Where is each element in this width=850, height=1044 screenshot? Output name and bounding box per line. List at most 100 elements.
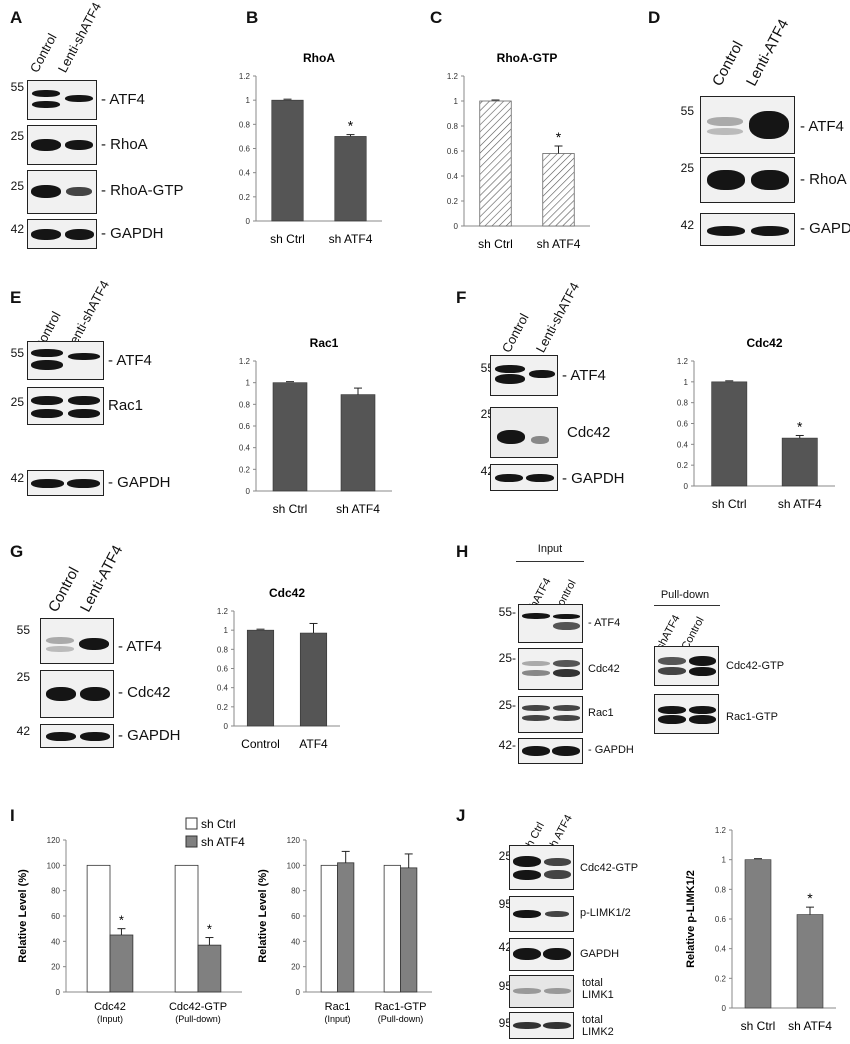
protein-label: - RhoA (800, 171, 847, 188)
y-tick-label: 0.2 (217, 703, 229, 712)
bar (109, 934, 134, 993)
y-tick-label: 1.2 (217, 607, 229, 616)
pulldown-header: Pull-down (660, 589, 710, 601)
mw-marker: 25- (498, 651, 516, 665)
western-blot-total-limk2 (509, 1012, 574, 1039)
x-subcategory-label: (Input) (324, 1014, 350, 1024)
chart-title: Cdc42 (269, 586, 305, 600)
y-tick-label: 20 (51, 963, 60, 972)
y-tick-label: 0.8 (715, 885, 727, 894)
x-subcategory-label: (Pull-down) (175, 1014, 221, 1024)
protein-label: total LIMK1 (582, 977, 614, 1001)
mw-marker: 25- (498, 698, 516, 712)
mw-marker: 42 (16, 724, 30, 738)
y-tick-label: 0.4 (239, 169, 251, 178)
y-tick-label: 0.8 (447, 122, 459, 131)
significance-marker: * (119, 913, 124, 928)
western-blot-cdc42 (490, 407, 558, 458)
x-category-label: sh ATF4 (336, 502, 380, 516)
y-tick-label: 40 (291, 937, 300, 946)
x-category-label: ATF4 (299, 737, 328, 751)
y-tick-label: 1.2 (239, 357, 251, 366)
lane-label: Control (498, 310, 532, 355)
mw-marker: 25 (10, 179, 24, 193)
western-blot-atf4 (40, 618, 114, 664)
western-blot-rhoa-gtp (27, 170, 97, 214)
bar (796, 914, 824, 1009)
legend-label: sh ATF4 (201, 835, 245, 849)
mw-marker: 55- (498, 605, 516, 619)
y-tick-label: 0 (246, 487, 251, 496)
significance-marker: * (556, 129, 562, 145)
x-category-label: sh ATF4 (778, 497, 822, 511)
lane-label: Control (708, 38, 747, 89)
y-tick-label: 0.6 (217, 665, 229, 674)
bar (320, 864, 338, 993)
y-tick-label: 1 (684, 378, 689, 387)
western-blot-atf4 (27, 80, 97, 120)
chart-title: Rac1 (310, 336, 339, 350)
x-category-label: sh ATF4 (788, 1019, 832, 1033)
y-tick-label: 1 (224, 626, 229, 635)
bar (400, 867, 418, 993)
protein-label: Cdc42 (588, 663, 620, 675)
protein-label: - ATF4 (118, 638, 162, 655)
chart-title: RhoA-GTP (497, 51, 558, 65)
mw-marker: 55 (16, 623, 30, 637)
x-category-label: Control (241, 737, 280, 751)
x-category-label: sh ATF4 (329, 232, 373, 246)
bar-chart-p-limk: Relative p-LIMK1/2 0 0.2 0.4 0.6 0.8 1 1.2 sh Ct… (685, 826, 836, 1033)
protein-label: - GAPDH (101, 225, 164, 242)
protein-label: Rac1 (108, 397, 144, 414)
mw-marker: 42 (10, 471, 24, 485)
y-tick-label: 0.6 (239, 422, 251, 431)
bar-chart-cdc42: Cdc42 0 0.2 0.4 0.6 0.8 1 1.2 sh Ctrl * sh ATF4 (677, 336, 835, 511)
input-header: Input (537, 543, 563, 555)
significance-marker: * (207, 922, 212, 937)
y-tick-label: 0 (722, 1004, 727, 1013)
y-tick-label: 0 (224, 722, 229, 731)
legend-label: sh Ctrl (201, 817, 236, 831)
y-tick-label: 0.8 (239, 400, 251, 409)
mw-marker: 25 (680, 161, 694, 175)
x-category-label: sh ATF4 (537, 237, 581, 251)
y-tick-label: 1.2 (447, 72, 459, 81)
grouped-bar-chart-cdc42: Relative Level (%)020406080100120*Cdc42(… (17, 817, 245, 1024)
y-tick-label: 0 (56, 988, 61, 997)
western-blot-cdc42-gtp (509, 845, 574, 890)
panel-label-e: E (10, 288, 22, 307)
y-tick-label: 0.8 (677, 399, 689, 408)
panel-label-j: J (456, 806, 466, 825)
protein-label: - ATF4 (588, 617, 621, 629)
mw-marker: 55 (10, 80, 24, 94)
y-tick-label: 120 (47, 836, 61, 845)
y-tick-label: 40 (51, 937, 60, 946)
panel-label-h: H (456, 542, 469, 561)
western-blot-gapdh (700, 213, 795, 246)
panel-label-i: I (10, 806, 15, 825)
bar (271, 99, 304, 222)
y-tick-label: 0.6 (239, 145, 251, 154)
legend-swatch (185, 817, 198, 830)
panel-label-g: G (10, 542, 24, 561)
mw-marker: 25 (10, 129, 24, 143)
y-tick-label: 0.2 (239, 193, 251, 202)
y-tick-label: 100 (287, 861, 301, 870)
mw-marker: 25 (16, 670, 30, 684)
protein-label: - GAPDH (118, 727, 181, 744)
western-blot-gapdh (509, 938, 574, 971)
significance-marker: * (797, 418, 803, 434)
bar (542, 153, 575, 227)
x-category-label: sh Ctrl (270, 232, 305, 246)
protein-label: Rac1-GTP (726, 711, 778, 723)
lane-label: Lenti-shATF4 (54, 0, 105, 75)
y-tick-label: 60 (51, 912, 60, 921)
x-category-label: sh Ctrl (712, 497, 747, 511)
mw-marker: 42 (680, 218, 694, 232)
x-category-label: sh Ctrl (478, 237, 513, 251)
y-tick-label: 0.2 (677, 461, 689, 470)
y-tick-label: 1 (454, 97, 459, 106)
western-blot-rhoa (700, 157, 795, 203)
x-category-label: Rac1 (325, 1001, 351, 1013)
bar (781, 437, 818, 487)
